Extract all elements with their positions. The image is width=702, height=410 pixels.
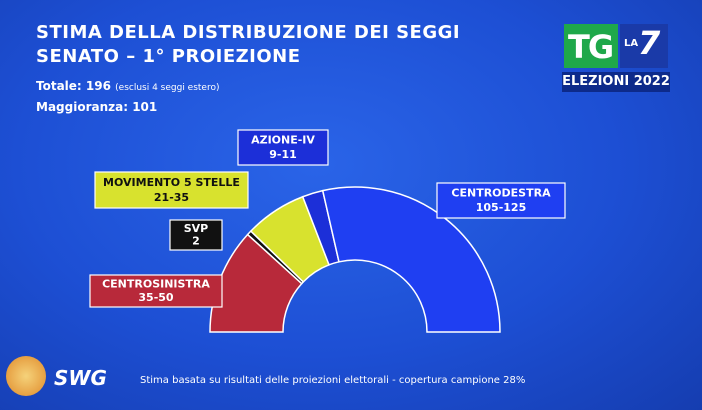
party-name: AZIONE-IV	[251, 134, 315, 147]
swg-logo: SWG	[54, 366, 107, 390]
logo-la7-box	[620, 24, 668, 68]
party-name: SVP	[184, 222, 209, 235]
swg-logo-icon	[6, 356, 46, 396]
majority: Maggioranza: 101	[36, 100, 158, 114]
footer-note: Stima basata su risultati delle proiezio…	[140, 375, 526, 386]
party-name: MOVIMENTO 5 STELLE	[103, 176, 240, 189]
label-box	[89, 274, 223, 308]
logo-caption: ELEZIONI 2022	[562, 72, 670, 92]
seat-range: 9-11	[269, 148, 297, 161]
label-box	[237, 129, 329, 166]
seat-range: 2	[192, 235, 200, 248]
total: Totale: 196 (esclusi 4 seggi estero)	[36, 79, 220, 93]
logo-tg: TG	[568, 28, 614, 66]
logo-7: 7	[638, 24, 661, 62]
party-name: CENTROSINISTRA	[102, 278, 210, 291]
label-box	[169, 219, 223, 251]
seat-range: 105-125	[476, 201, 527, 214]
seat-range: 35-50	[138, 291, 174, 304]
seat-range: 21-35	[154, 191, 189, 204]
logo-tg-box	[564, 24, 618, 68]
total-note: (esclusi 4 seggi estero)	[115, 83, 220, 93]
title: SENATO – 1° PROIEZIONE	[36, 46, 301, 67]
title: STIMA DELLA DISTRIBUZIONE DEI SEGGI	[36, 22, 461, 43]
seat-segment	[321, 186, 501, 333]
label-box	[436, 182, 566, 219]
label-box	[94, 171, 249, 209]
party-name: CENTRODESTRA	[451, 187, 551, 200]
logo-la: LA	[624, 38, 639, 49]
total-text: Totale: 196	[36, 79, 111, 93]
